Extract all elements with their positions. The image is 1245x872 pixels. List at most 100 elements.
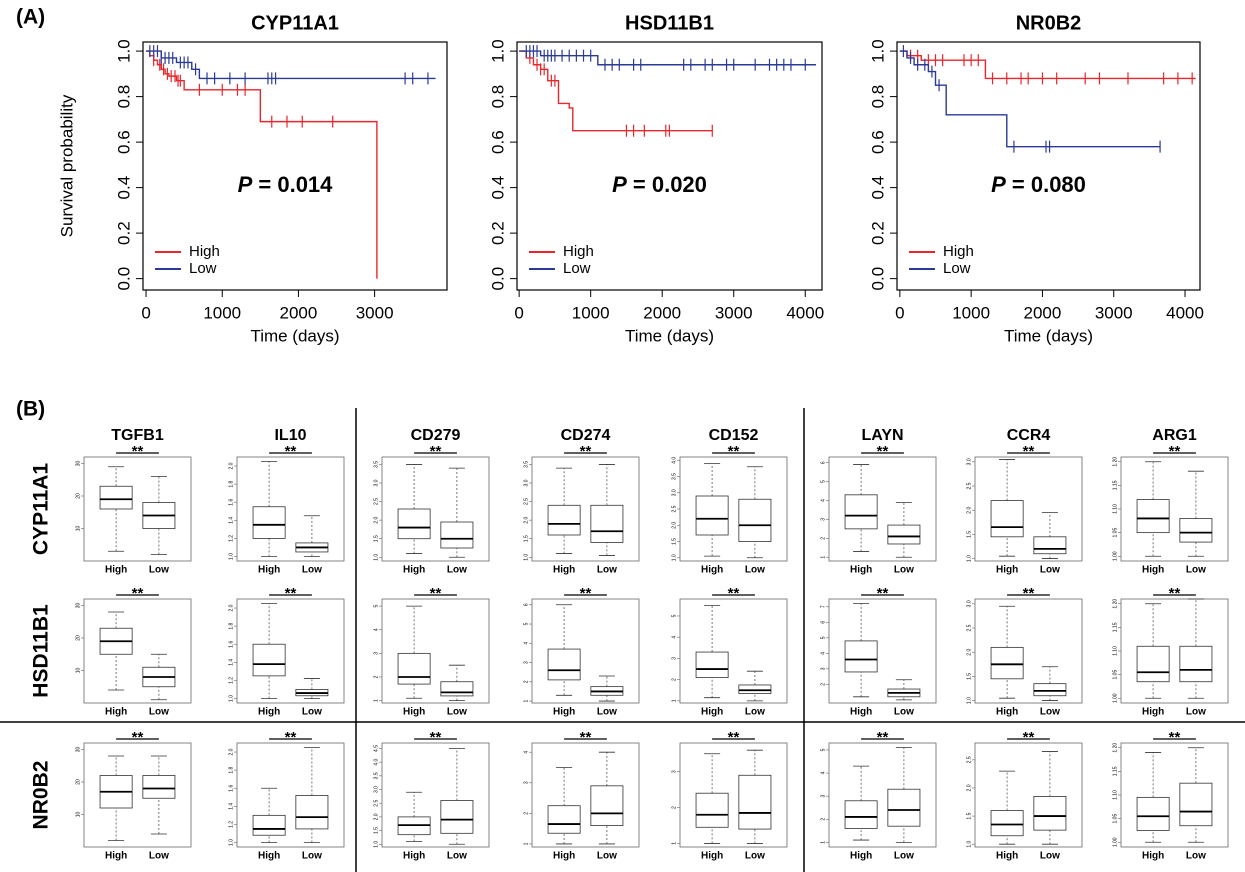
- box: [990, 500, 1024, 538]
- box: [738, 684, 772, 694]
- y-tick-label: 3: [373, 652, 379, 655]
- y-tick-label: 4.0: [373, 758, 379, 765]
- plot-frame: [236, 456, 345, 562]
- y-tick-label: 0.4: [114, 176, 133, 200]
- y-tick-label: 3: [820, 518, 826, 521]
- box: [844, 494, 878, 530]
- y-tick-label: 1.6: [228, 785, 234, 792]
- y-tick-label: 2: [820, 683, 826, 686]
- y-tick-label: 1.2: [228, 821, 234, 828]
- significance-label: **: [580, 585, 592, 602]
- x-tick-label: 2000: [1024, 303, 1062, 322]
- significance-label: **: [877, 585, 889, 602]
- x-tick-label: High: [258, 565, 280, 576]
- significance-label: **: [1023, 729, 1035, 746]
- significance-label: **: [132, 585, 144, 602]
- x-axis-label: Time (days): [250, 326, 339, 345]
- plot-frame: [974, 598, 1083, 704]
- x-tick-label: High: [258, 851, 280, 862]
- x-tick-label: High: [701, 565, 723, 576]
- y-tick-label: 2: [523, 680, 529, 683]
- panel-label: (B): [16, 398, 45, 421]
- box: [1179, 518, 1213, 543]
- p-value: P = 0.020: [612, 172, 707, 197]
- y-tick-label: 3: [820, 795, 826, 798]
- row-label: CYP11A1: [30, 463, 53, 556]
- y-tick-label: 6: [820, 461, 826, 464]
- x-tick-label: Low: [447, 565, 467, 576]
- x-tick-label: High: [996, 565, 1018, 576]
- y-tick-label: 1.20: [1112, 743, 1118, 753]
- x-tick-label: High: [701, 707, 723, 718]
- y-tick-label: 0.0: [488, 267, 507, 291]
- x-tick-label: High: [258, 707, 280, 718]
- y-tick-label: 4: [671, 636, 677, 639]
- y-tick-label: 1: [671, 699, 677, 702]
- x-tick-label: Low: [149, 707, 169, 718]
- box: [1033, 796, 1067, 831]
- y-tick-label: 1.8: [228, 480, 234, 487]
- y-tick-label: 2: [523, 812, 529, 815]
- box: [695, 651, 729, 678]
- y-tick-label: 3: [523, 781, 529, 784]
- y-tick-label: 20: [75, 635, 81, 641]
- y-tick-label: 2.5: [966, 756, 972, 763]
- y-tick-label: 5: [820, 636, 826, 639]
- y-tick-label: 2.0: [373, 516, 379, 523]
- y-tick-label: 1.00: [1112, 837, 1118, 847]
- box: [440, 800, 474, 834]
- significance-label: **: [1023, 443, 1035, 460]
- y-axis-label: Survival probability: [57, 94, 76, 237]
- y-tick-label: 2.0: [373, 813, 379, 820]
- box: [547, 648, 581, 681]
- plot-frame: [516, 41, 823, 291]
- y-tick-label: 1.0: [966, 555, 972, 562]
- y-tick-label: 1.0: [966, 840, 972, 847]
- significance-label: **: [430, 443, 442, 460]
- x-tick-label: 3000: [356, 303, 394, 322]
- x-tick-label: High: [403, 851, 425, 862]
- y-tick-label: 1.0: [228, 839, 234, 846]
- significance-label: **: [728, 585, 740, 602]
- y-tick-label: 1: [820, 556, 826, 559]
- box: [1136, 499, 1170, 534]
- panel-label: (A): [16, 6, 45, 29]
- plot-frame: [83, 456, 192, 562]
- box: [547, 805, 581, 834]
- box: [252, 643, 286, 677]
- x-tick-label: High: [403, 565, 425, 576]
- y-tick-label: 1.0: [966, 697, 972, 704]
- plot-frame: [974, 456, 1083, 562]
- y-tick-label: 1.4: [228, 517, 234, 524]
- y-tick-label: 10: [75, 526, 81, 532]
- box: [590, 504, 624, 543]
- box: [738, 774, 772, 830]
- row-label: HSD11B1: [30, 604, 53, 698]
- y-tick-label: 1.05: [1112, 814, 1118, 824]
- box: [252, 506, 286, 539]
- x-tick-label: Low: [597, 565, 617, 576]
- box: [887, 788, 921, 827]
- y-tick-label: 1.15: [1112, 766, 1118, 776]
- y-tick-label: 2.5: [671, 505, 677, 512]
- x-tick-label: 3000: [715, 303, 753, 322]
- y-tick-label: 2: [671, 678, 677, 681]
- y-tick-label: 3.0: [523, 479, 529, 486]
- x-tick-label: Low: [302, 707, 322, 718]
- box: [1179, 782, 1213, 827]
- column-label: IL10: [274, 427, 306, 444]
- box: [397, 508, 431, 540]
- significance-label: **: [1023, 585, 1035, 602]
- x-tick-label: Low: [302, 565, 322, 576]
- y-tick-label: 1: [671, 842, 677, 845]
- box: [1179, 645, 1213, 683]
- y-tick-label: 1: [820, 841, 826, 844]
- y-tick-label: 2.0: [966, 507, 972, 514]
- chart-title: NR0B2: [1016, 12, 1082, 34]
- x-tick-label: High: [996, 851, 1018, 862]
- significance-label: **: [580, 729, 592, 746]
- plot-frame: [236, 598, 345, 704]
- x-tick-label: High: [105, 707, 127, 718]
- y-tick-label: 0.8: [488, 85, 507, 109]
- box: [990, 810, 1024, 837]
